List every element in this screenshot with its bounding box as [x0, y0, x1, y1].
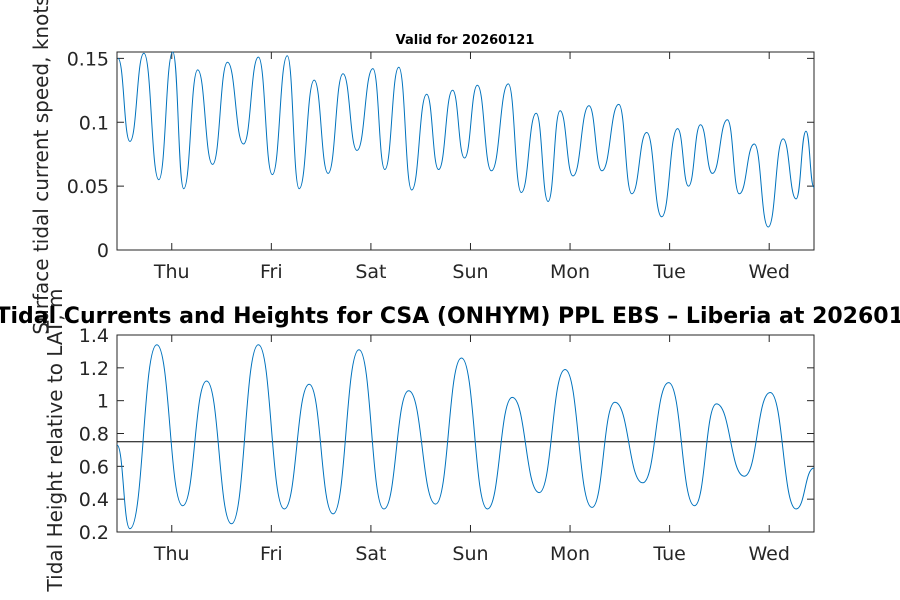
tidal-height-panel: Thu Fri Sat Sun Mon Tue Wed 0.2 0.4 0.6 0.8 1 1.2 1.4…: [0, 289, 900, 593]
y-tick-label: 0.1: [79, 112, 109, 134]
current-speed-axes: [116, 51, 815, 251]
x-tick-label: Fri: [260, 261, 283, 283]
tidal-height-ylabel: Tidal Height relative to LAT, m: [43, 289, 67, 593]
x-tick-label: Sat: [355, 543, 386, 565]
tidal-height-ticks: Thu Fri Sat Sun Mon Tue Wed 0.2 0.4 0.6 0.8 1 1.2 1.4: [79, 325, 814, 565]
x-tick-label: Sat: [355, 261, 386, 283]
x-tick-label: Wed: [748, 261, 789, 283]
current-speed-panel: Valid for 20260121 Thu Fri Sat Sun Mon Tue Wed…: [29, 0, 815, 335]
x-tick-label: Mon: [550, 261, 590, 283]
x-tick-label: Tue: [652, 261, 685, 283]
y-tick-label: 1.2: [79, 358, 109, 380]
tidal-height-axes: [116, 334, 815, 533]
x-tick-label: Sun: [452, 543, 488, 565]
y-tick-label: 0.05: [67, 176, 109, 198]
y-tick-label: 0.8: [79, 424, 109, 446]
current-speed-ylabel: Surface tidal current speed, knots: [29, 0, 53, 335]
x-tick-label: Mon: [550, 543, 590, 565]
x-tick-label: Tue: [652, 543, 685, 565]
y-tick-label: 0: [97, 240, 109, 262]
y-tick-label: 0.6: [79, 456, 109, 478]
y-tick-label: 1: [97, 391, 109, 413]
tidal-height-series-line: [116, 344, 815, 530]
current-speed-series-line: [117, 51, 815, 228]
x-tick-label: Sun: [452, 261, 488, 283]
x-tick-label: Fri: [260, 543, 283, 565]
x-tick-label: Thu: [153, 543, 190, 565]
y-tick-label: 0.4: [79, 489, 109, 511]
x-tick-label: Thu: [153, 261, 190, 283]
y-tick-label: 0.15: [67, 48, 109, 70]
y-tick-label: 0.2: [79, 522, 109, 544]
main-title: Tidal Currents and Heights for CSA (ONHY…: [0, 304, 900, 329]
valid-date-title: Valid for 20260121: [396, 33, 535, 48]
x-tick-label: Wed: [748, 543, 789, 565]
y-tick-label: 1.4: [79, 325, 109, 347]
current-speed-ticks: Thu Fri Sat Sun Mon Tue Wed 0 0.05 0.1 0.15: [67, 48, 814, 283]
